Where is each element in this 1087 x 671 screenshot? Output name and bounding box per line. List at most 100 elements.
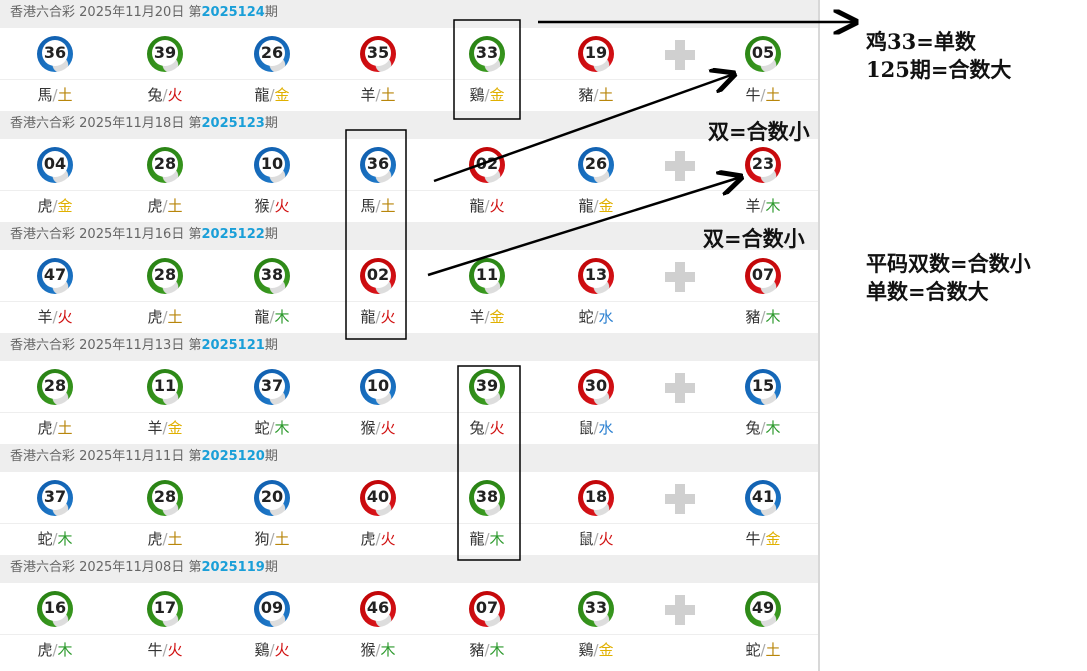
number-ball: 17 [147, 591, 183, 627]
zodiac: 豬 [469, 641, 485, 659]
ball-number: 19 [583, 40, 609, 66]
ball-row: 37 28 20 40 38 18 41 [0, 472, 818, 524]
number-ball: 39 [469, 369, 505, 405]
annotation-note: 125期=合数大 [866, 57, 1012, 82]
ball-number: 37 [259, 373, 285, 399]
element: 火 [167, 86, 183, 104]
element: 木 [765, 308, 781, 326]
ball-number: 10 [365, 373, 391, 399]
zodiac: 龍 [578, 197, 594, 215]
number-ball: 28 [147, 480, 183, 516]
zodiac-element-label: 鷄/金 [578, 641, 614, 659]
special-ball: 05 [745, 36, 781, 72]
period-suffix: 期 [264, 560, 278, 575]
label-row: 虎/金 虎/土 猴/火 馬/土 龍/火 龍/金 羊/木 [0, 191, 818, 222]
number-ball: 39 [147, 36, 183, 72]
zodiac-element-label: 豬/土 [578, 86, 614, 104]
number-ball: 07 [469, 591, 505, 627]
special-ball: 23 [745, 147, 781, 183]
element: 金 [765, 530, 781, 548]
label-row: 馬/土 兔/火 龍/金 羊/土 鷄/金 豬/土 牛/土 [0, 80, 818, 111]
element: 土 [765, 86, 781, 104]
element: 水 [598, 308, 614, 326]
zodiac: 牛 [147, 641, 163, 659]
number-ball: 37 [254, 369, 290, 405]
lottery-name: 香港六合彩 [10, 5, 76, 20]
element: 火 [489, 197, 505, 215]
plus-icon [665, 151, 695, 181]
zodiac-element-label: 羊/金 [147, 419, 183, 437]
draw-row: 香港六合彩 2025年11月20日 第2025124期 36 39 26 35 33 19 0… [0, 0, 818, 111]
zodiac-element-label: 馬/土 [37, 86, 73, 104]
zodiac-element-label: 猴/木 [360, 641, 396, 659]
element: 火 [274, 641, 290, 659]
zodiac: 鷄 [578, 641, 594, 659]
ball-number: 36 [365, 151, 391, 177]
label-row: 虎/木 牛/火 鷄/火 猴/木 豬/木 鷄/金 蛇/土 [0, 635, 818, 666]
ball-number: 37 [42, 484, 68, 510]
element: 金 [489, 308, 505, 326]
ball-row: 28 11 37 10 39 30 15 [0, 361, 818, 413]
plus-icon [665, 373, 695, 403]
ball-number: 36 [42, 40, 68, 66]
number-ball: 36 [360, 147, 396, 183]
zodiac-element-label: 蛇/木 [37, 530, 73, 548]
draw-header: 香港六合彩 2025年11月11日 第2025120期 [0, 444, 818, 472]
number-ball: 38 [469, 480, 505, 516]
zodiac: 猴 [360, 641, 376, 659]
zodiac-element-label: 羊/火 [37, 308, 73, 326]
zodiac: 猴 [360, 419, 376, 437]
ball-number: 33 [583, 595, 609, 621]
zodiac: 鼠 [578, 419, 594, 437]
zodiac-element-label: 鷄/火 [254, 641, 290, 659]
zodiac: 狗 [254, 530, 270, 548]
element: 木 [765, 197, 781, 215]
ball-number: 35 [365, 40, 391, 66]
element: 火 [489, 419, 505, 437]
ball-number: 13 [583, 262, 609, 288]
lottery-name: 香港六合彩 [10, 560, 76, 575]
label-row: 蛇/木 虎/土 狗/土 虎/火 龍/木 鼠/火 牛/金 [0, 524, 818, 555]
zodiac: 豬 [578, 86, 594, 104]
number-ball: 10 [254, 147, 290, 183]
zodiac-element-label: 虎/火 [360, 530, 396, 548]
element: 金 [598, 197, 614, 215]
ball-number: 09 [259, 595, 285, 621]
zodiac: 虎 [37, 641, 53, 659]
zodiac: 龍 [254, 86, 270, 104]
period-number: 2025122 [201, 227, 265, 242]
ball-number: 28 [42, 373, 68, 399]
period-prefix: 第 [188, 116, 202, 131]
period-number: 2025120 [201, 449, 265, 464]
zodiac: 兔 [147, 86, 163, 104]
zodiac-element-label: 牛/火 [147, 641, 183, 659]
ball-row: 47 28 38 02 11 13 07 [0, 250, 818, 302]
zodiac-element-label: 龍/火 [469, 197, 505, 215]
ball-number: 38 [259, 262, 285, 288]
lottery-name: 香港六合彩 [10, 116, 76, 131]
element: 火 [380, 308, 396, 326]
element: 木 [57, 530, 73, 548]
period-number: 2025119 [201, 560, 265, 575]
ball-number: 20 [259, 484, 285, 510]
zodiac: 羊 [37, 308, 53, 326]
number-ball: 26 [578, 147, 614, 183]
ball-number: 15 [750, 373, 776, 399]
ball-number: 41 [750, 484, 776, 510]
zodiac: 羊 [469, 308, 485, 326]
element: 火 [598, 530, 614, 548]
draw-row: 香港六合彩 2025年11月08日 第2025119期 16 17 09 46 07 33 4… [0, 555, 818, 666]
number-ball: 38 [254, 258, 290, 294]
ball-row: 36 39 26 35 33 19 05 [0, 28, 818, 80]
draw-date: 2025年11月08日 [79, 560, 185, 575]
element: 土 [57, 86, 73, 104]
lottery-name: 香港六合彩 [10, 338, 76, 353]
ball-number: 47 [42, 262, 68, 288]
number-ball: 26 [254, 36, 290, 72]
number-ball: 28 [147, 258, 183, 294]
period-suffix: 期 [264, 338, 278, 353]
plus-icon [665, 262, 695, 292]
zodiac: 蛇 [745, 641, 761, 659]
element: 土 [274, 530, 290, 548]
number-ball: 20 [254, 480, 290, 516]
